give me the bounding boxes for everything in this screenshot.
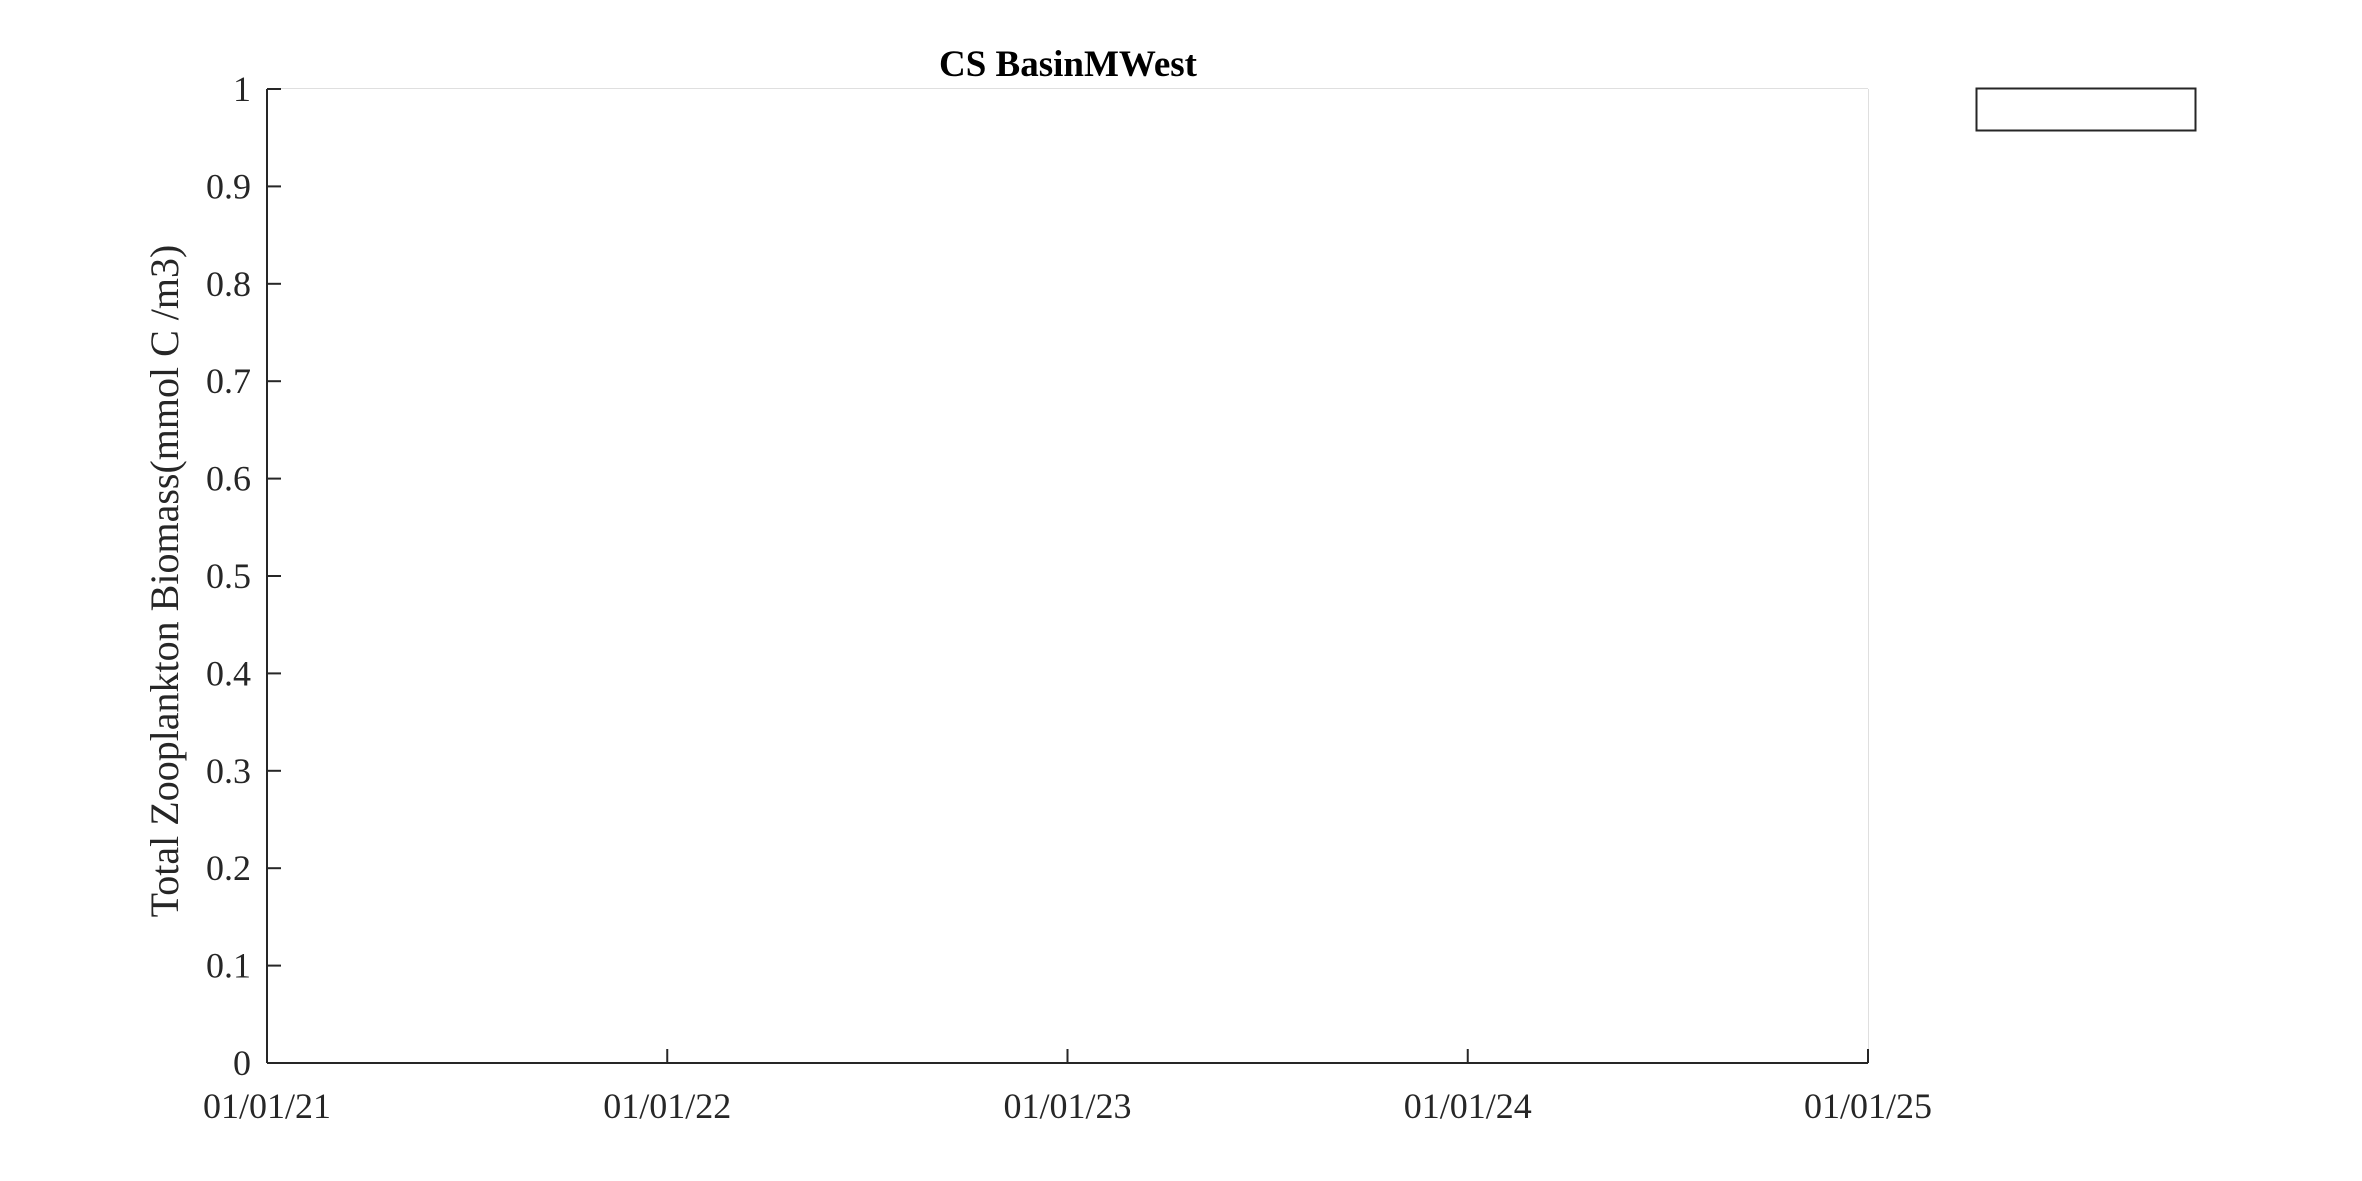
chart-title: CS BasinMWest — [939, 44, 1198, 85]
x-tick-labels: 01/01/21 01/01/22 01/01/23 01/01/24 01/01/25 — [203, 1086, 1932, 1126]
x-tick-label: 01/01/22 — [603, 1086, 731, 1126]
y-tick-label: 0.8 — [206, 264, 251, 304]
y-tick-label: 0.6 — [206, 459, 251, 499]
legend-box — [1975, 87, 2197, 132]
x-tick-label: 01/01/21 — [203, 1086, 331, 1126]
y-tick-label: 0.2 — [206, 848, 251, 888]
x-tick-label: 01/01/24 — [1404, 1086, 1532, 1126]
y-tick-label: 0.7 — [206, 361, 251, 401]
y-tick-labels: 0 0.1 0.2 0.3 0.4 0.5 0.6 0.7 0.8 0.9 1 — [206, 69, 251, 1083]
y-tick-label: 1 — [233, 69, 251, 109]
x-tick-label: 01/01/25 — [1804, 1086, 1932, 1126]
y-tick-label: 0 — [233, 1043, 251, 1083]
y-axis-label: Total Zooplankton Biomass(mmol C /m3) — [142, 245, 187, 918]
y-tick-label: 0.5 — [206, 556, 251, 596]
y-tick-label: 0.1 — [206, 946, 251, 986]
y-tick-label: 0.9 — [206, 166, 251, 206]
y-tick-label: 0.4 — [206, 653, 251, 693]
plot-area — [267, 89, 1868, 1063]
x-tick-label: 01/01/23 — [1003, 1086, 1131, 1126]
axes — [266, 88, 1869, 1064]
y-tick-label: 0.3 — [206, 751, 251, 791]
